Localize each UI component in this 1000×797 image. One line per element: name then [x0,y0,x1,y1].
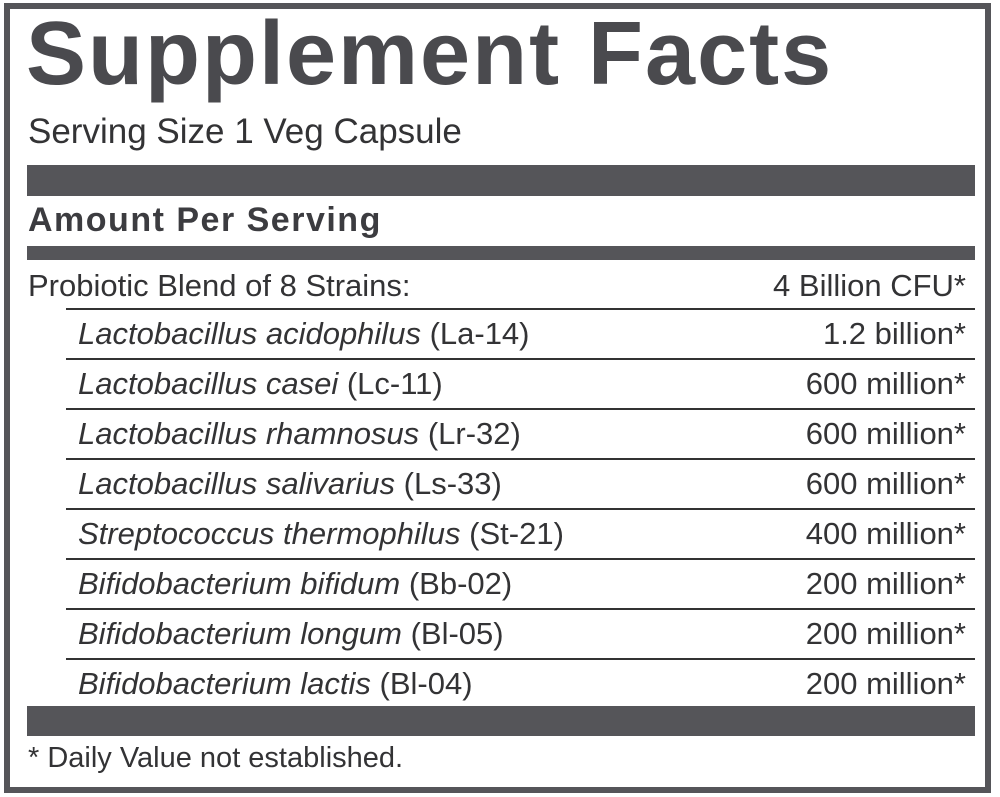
strain-code: (Bl-05) [410,616,504,651]
strain-amount: 1.2 billion* [822,316,966,351]
strain-code: (St-21) [469,516,564,551]
strain-amount: 200 million* [805,616,966,651]
strain-amount: 600 million* [805,466,966,501]
strain-row: Lactobacillus rhamnosus (Lr-32) 600 milli… [78,410,966,458]
strain-row: Lactobacillus acidophilus (La-14) 1.2 bil… [78,310,966,358]
strain-name: Lactobacillus salivarius (Ls-33) [78,460,502,508]
medium-divider [27,246,975,260]
strain-row: Lactobacillus casei (Lc-11) 600 million* [78,360,966,408]
strain-amount: 600 million* [805,416,966,451]
strain-code: (La-14) [429,316,530,351]
strain-species: Bifidobacterium longum [78,616,402,651]
label-title: Supplement Facts [26,4,834,104]
row-divider [66,558,975,560]
strain-name: Lactobacillus rhamnosus (Lr-32) [78,410,521,458]
strain-code: (Ls-33) [403,466,502,501]
strain-amount: 400 million* [805,516,966,551]
thick-divider [27,165,975,196]
strain-code: (Lr-32) [427,416,521,451]
row-divider [66,608,975,610]
row-divider [66,508,975,510]
row-divider [66,658,975,660]
blend-label: Probiotic Blend of 8 Strains: [28,268,411,303]
strain-species: Lactobacillus rhamnosus [78,416,420,451]
strain-code: (Bb-02) [408,566,513,601]
strain-code: (Lc-11) [346,366,443,401]
row-divider [66,308,975,310]
strain-name: Bifidobacterium lactis (Bl-04) [78,660,473,708]
row-divider [66,358,975,360]
strain-name: Bifidobacterium bifidum (Bb-02) [78,560,512,608]
strain-row: Lactobacillus salivarius (Ls-33) 600 mill… [78,460,966,508]
strain-species: Bifidobacterium lactis [78,666,371,701]
strain-species: Lactobacillus salivarius [78,466,396,501]
strain-species: Lactobacillus acidophilus [78,316,421,351]
strain-species: Lactobacillus casei [78,366,339,401]
strain-name: Streptococcus thermophilus (St-21) [78,510,564,558]
row-divider [66,458,975,460]
strain-species: Bifidobacterium bifidum [78,566,401,601]
bottom-divider [27,706,975,736]
strain-amount: 600 million* [805,366,966,401]
strain-code: (Bl-04) [379,666,473,701]
strain-name: Lactobacillus casei (Lc-11) [78,360,443,408]
strain-name: Bifidobacterium longum (Bl-05) [78,610,504,658]
strain-row: Bifidobacterium bifidum (Bb-02) 200 milli… [78,560,966,608]
serving-size: Serving Size 1 Veg Capsule [28,112,462,151]
footnote: * Daily Value not established. [28,742,404,774]
strain-row: Bifidobacterium lactis (Bl-04) 200 millio… [78,660,966,708]
strain-amount: 200 million* [805,666,966,701]
strain-amount: 200 million* [805,566,966,601]
strain-row: Streptococcus thermophilus (St-21) 400 mi… [78,510,966,558]
label-frame [4,3,991,793]
amount-per-serving-heading: Amount Per Serving [28,201,382,239]
blend-row: Probiotic Blend of 8 Strains: 4 Billion … [28,262,966,310]
strain-row: Bifidobacterium longum (Bl-05) 200 millio… [78,610,966,658]
strain-name: Lactobacillus acidophilus (La-14) [78,310,530,358]
row-divider [66,408,975,410]
strain-species: Streptococcus thermophilus [78,516,461,551]
blend-amount: 4 Billion CFU* [773,268,966,303]
